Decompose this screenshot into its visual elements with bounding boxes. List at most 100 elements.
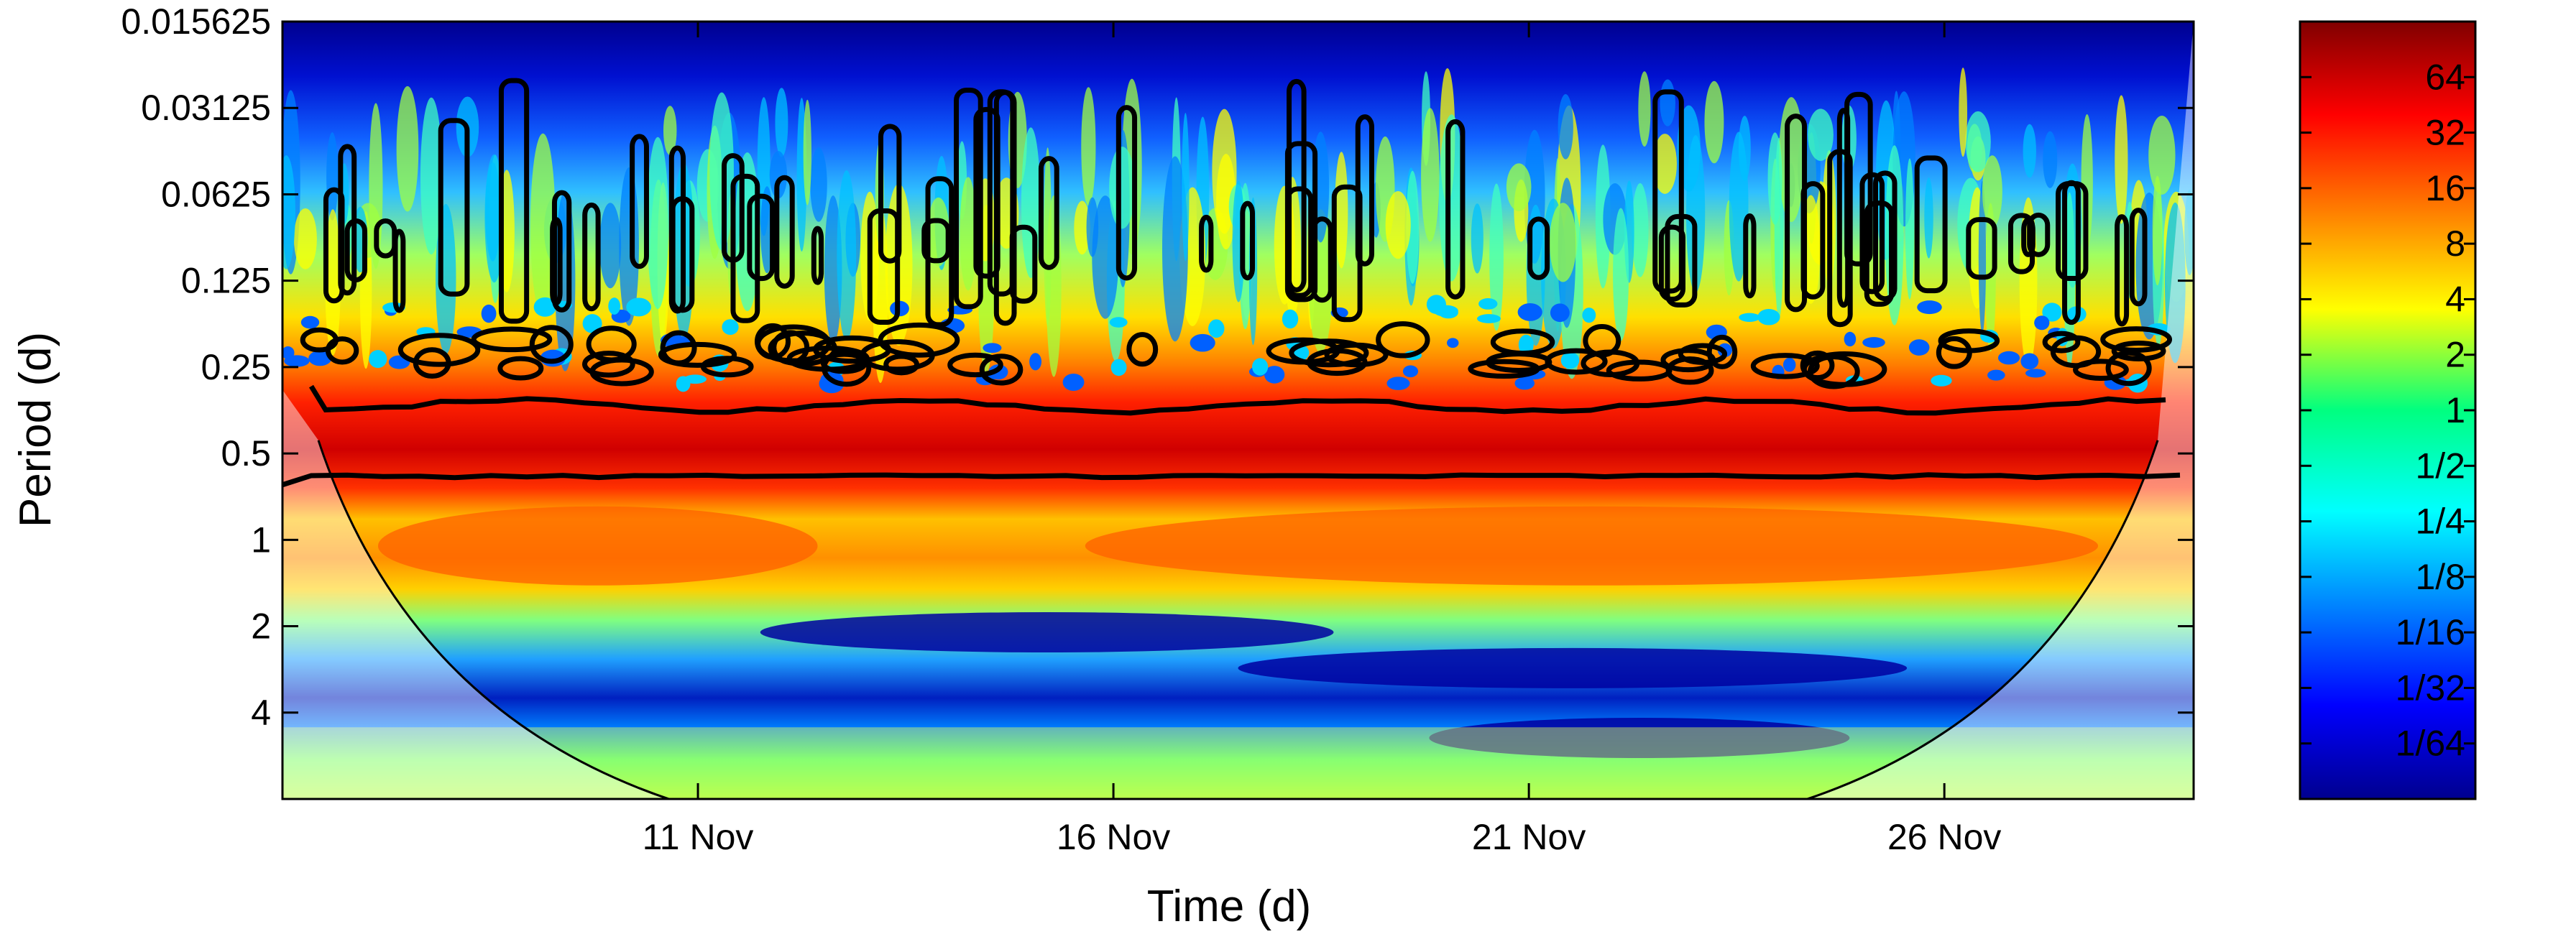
significance-loop (497, 356, 544, 381)
power-streak (960, 177, 977, 291)
significance-loop (397, 333, 481, 367)
power-spot (308, 350, 332, 366)
secondary-band-patch (1085, 506, 2099, 586)
power-spot (1582, 308, 1596, 323)
colorbar-tick-label: 4 (2445, 279, 2465, 319)
y-axis-label: Period (d) (11, 332, 60, 527)
power-streak (927, 197, 949, 267)
power-streak (1406, 170, 1420, 285)
power-spot (1917, 300, 1942, 315)
power-streak (1965, 111, 1991, 172)
colorbar-tick-label: 16 (2425, 168, 2465, 208)
power-spot (1386, 377, 1410, 390)
colorbar-tick-label: 1/2 (2415, 445, 2465, 486)
significance-streak (498, 78, 530, 324)
colorbar-tick-label: 1/32 (2396, 667, 2465, 708)
power-streak (2023, 124, 2036, 178)
significance-loop (413, 347, 451, 379)
colorbar-tick-label: 1/4 (2415, 502, 2465, 542)
significance-loop (529, 325, 574, 364)
power-spot (1862, 337, 1885, 348)
y-tick-label: 0.015625 (121, 1, 271, 42)
colorbar-tick-labels: 64 32 16 8 4 2 1 1/2 1/4 1/8 1/16 1/32 1/64 (2396, 57, 2465, 763)
power-spot (722, 319, 739, 336)
significance-streak (344, 218, 367, 282)
power-streak (1182, 113, 1190, 262)
power-spot (1931, 374, 1952, 387)
significance-loop (1376, 321, 1430, 359)
power-streak (1489, 183, 1504, 331)
low-power-band (760, 612, 1334, 653)
significance-loop (2100, 326, 2173, 353)
significance-streak (1914, 155, 1948, 294)
power-streak (1982, 155, 2002, 228)
significance-streak (774, 175, 795, 289)
significance-streak (2008, 213, 2036, 274)
significance-streak (925, 176, 954, 328)
significance-streak (438, 118, 470, 297)
colorbar-tick-label: 1/64 (2396, 724, 2465, 764)
power-texture (282, 68, 2194, 799)
power-spot (983, 343, 1002, 354)
power-streak (1767, 132, 1782, 225)
y-tick-label: 0.5 (221, 433, 271, 474)
significance-streak (2056, 181, 2089, 281)
power-spot (1252, 358, 1269, 376)
x-tick-marks (696, 22, 1946, 799)
power-spot (1264, 366, 1285, 384)
long-period-field (282, 727, 2194, 799)
power-spot (1447, 338, 1459, 348)
band-contour-top (309, 384, 2166, 416)
power-spot (481, 304, 497, 323)
y-tick-label: 0.0625 (161, 174, 271, 214)
significance-loop (471, 326, 553, 353)
plot-frame (281, 20, 2195, 800)
power-streak (1438, 114, 1465, 282)
power-spot (1514, 377, 1535, 390)
power-spot (1517, 302, 1542, 321)
significance-streak (1859, 172, 1885, 295)
y-tick-marks (282, 20, 2194, 714)
power-streak (1421, 108, 1440, 242)
significance-streak (630, 134, 649, 269)
cone-of-influence-line (317, 440, 2159, 799)
colorbar-tick-marks (2300, 75, 2475, 745)
power-streak (1632, 183, 1649, 277)
x-tick-label: 16 Nov (1057, 817, 1170, 857)
power-streak (1335, 152, 1348, 269)
significance-streak (1844, 91, 1873, 267)
significance-streak (1658, 224, 1685, 302)
power-spot (2020, 353, 2039, 370)
power-streak (396, 86, 419, 212)
power-streak (1652, 134, 1677, 194)
y-tick-label: 0.03125 (141, 88, 271, 128)
significance-streak (987, 89, 1016, 297)
significance-streak (867, 208, 901, 325)
power-streak (1704, 80, 1724, 164)
significance-streak (1240, 200, 1256, 281)
significance-loop (755, 324, 832, 364)
power-spot (1478, 297, 1498, 310)
power-spot (2025, 369, 2046, 378)
power-streak (1506, 163, 1532, 211)
power-streak (1471, 203, 1484, 274)
significance-loop (582, 351, 635, 378)
power-streak (1092, 195, 1119, 319)
colorbar-tick-label: 64 (2425, 57, 2465, 97)
power-streak (2115, 95, 2128, 224)
power-streak (1959, 68, 1967, 157)
significance-streak (1009, 224, 1038, 304)
power-streak (530, 133, 556, 318)
power-streak (775, 88, 788, 157)
low-power-band (1429, 717, 1850, 758)
power-streak (2043, 131, 2058, 188)
significance-streak (1800, 181, 1826, 300)
power-spot (300, 315, 320, 329)
colorbar-tick-label: 1 (2445, 390, 2465, 430)
power-spot (1402, 365, 1419, 378)
power-streak (1549, 203, 1577, 282)
significance-loop (660, 330, 697, 366)
band-contour-bottom (282, 472, 2181, 488)
power-spot (1029, 353, 1042, 371)
